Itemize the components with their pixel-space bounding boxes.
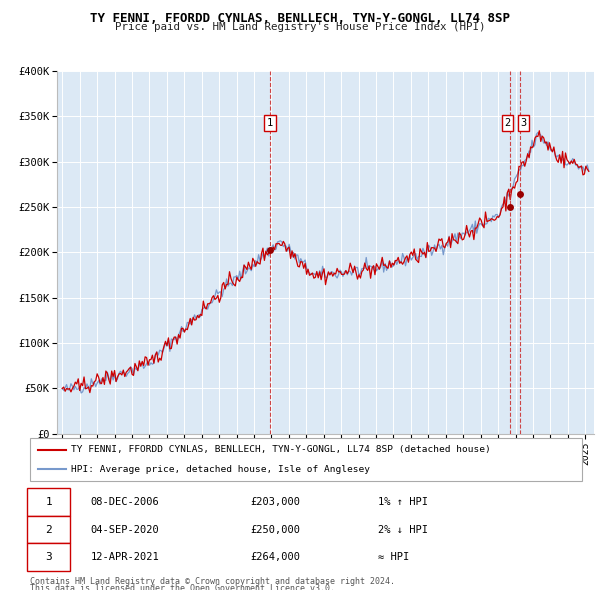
Text: TY FENNI, FFORDD CYNLAS, BENLLECH, TYN-Y-GONGL, LL74 8SP: TY FENNI, FFORDD CYNLAS, BENLLECH, TYN-Y… [90, 12, 510, 25]
FancyBboxPatch shape [27, 489, 70, 516]
Text: 3: 3 [46, 552, 52, 562]
Text: 2: 2 [505, 118, 511, 128]
Text: £264,000: £264,000 [251, 552, 301, 562]
Text: Contains HM Land Registry data © Crown copyright and database right 2024.: Contains HM Land Registry data © Crown c… [30, 577, 395, 586]
Text: 12-APR-2021: 12-APR-2021 [91, 552, 160, 562]
Text: 08-DEC-2006: 08-DEC-2006 [91, 497, 160, 507]
Text: ≈ HPI: ≈ HPI [378, 552, 409, 562]
Text: 2: 2 [46, 525, 52, 535]
Text: HPI: Average price, detached house, Isle of Anglesey: HPI: Average price, detached house, Isle… [71, 465, 370, 474]
Text: 1% ↑ HPI: 1% ↑ HPI [378, 497, 428, 507]
Text: 3: 3 [520, 118, 527, 128]
Text: 04-SEP-2020: 04-SEP-2020 [91, 525, 160, 535]
Text: £203,000: £203,000 [251, 497, 301, 507]
FancyBboxPatch shape [27, 543, 70, 571]
Text: 1: 1 [46, 497, 52, 507]
Text: Price paid vs. HM Land Registry's House Price Index (HPI): Price paid vs. HM Land Registry's House … [115, 22, 485, 32]
Text: This data is licensed under the Open Government Licence v3.0.: This data is licensed under the Open Gov… [30, 584, 335, 590]
FancyBboxPatch shape [27, 516, 70, 543]
FancyBboxPatch shape [30, 438, 582, 481]
Text: £250,000: £250,000 [251, 525, 301, 535]
Text: TY FENNI, FFORDD CYNLAS, BENLLECH, TYN-Y-GONGL, LL74 8SP (detached house): TY FENNI, FFORDD CYNLAS, BENLLECH, TYN-Y… [71, 445, 491, 454]
Text: 2% ↓ HPI: 2% ↓ HPI [378, 525, 428, 535]
Text: 1: 1 [267, 118, 273, 128]
